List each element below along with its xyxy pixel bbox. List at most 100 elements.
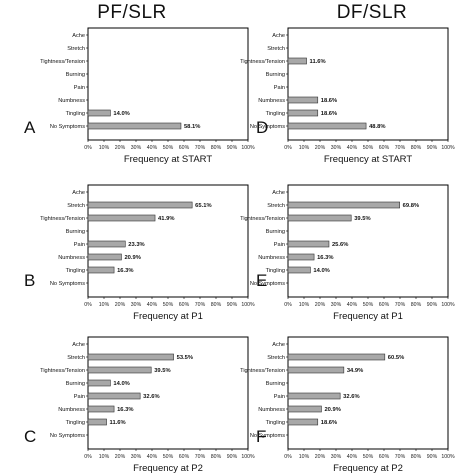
data-label: 18.6% (321, 98, 337, 104)
data-label: 60.5% (388, 355, 404, 361)
bar (287, 109, 319, 117)
category-label: Numbness (58, 255, 85, 261)
category-label: Ache (72, 33, 85, 39)
x-tick-label: 90% (227, 302, 238, 308)
bar (287, 240, 330, 248)
bar (287, 405, 322, 413)
category-label: No Symptoms (250, 124, 285, 130)
data-label: 16.3% (117, 407, 133, 413)
category-label: Tightness/Tension (40, 216, 85, 222)
x-tick-label: 40% (347, 145, 358, 151)
data-label: 41.9% (158, 216, 174, 222)
x-tick-label: 100% (441, 145, 455, 151)
category-label: Tingling (66, 111, 85, 117)
data-label: 11.6% (110, 420, 126, 426)
x-tick-label: 100% (241, 454, 255, 460)
data-label: 16.3% (317, 255, 333, 261)
chart-panel-b: Ache Stretch 65.1% Tightness/Tension 41.9% Bu… (24, 184, 255, 322)
data-label: 18.6% (321, 111, 337, 117)
category-label: Tightness/Tension (240, 59, 285, 65)
bar (87, 122, 182, 130)
bar (287, 392, 341, 400)
x-tick-label: 100% (441, 302, 455, 308)
category-label: Pain (274, 242, 285, 248)
x-tick-label: 60% (179, 302, 190, 308)
category-label: Tightness/Tension (240, 216, 285, 222)
category-label: Stretch (67, 46, 85, 52)
column-title-pf-slr: PF/SLR (97, 2, 167, 23)
panel-letter: F (256, 427, 266, 446)
x-tick-label: 90% (427, 454, 438, 460)
category-label: Tightness/Tension (40, 368, 85, 374)
x-tick-label: 70% (395, 302, 406, 308)
x-tick-label: 80% (211, 454, 222, 460)
category-label: Tingling (66, 268, 85, 274)
x-tick-label: 10% (299, 145, 310, 151)
x-tick-label: 10% (99, 454, 110, 460)
category-label: Tingling (266, 420, 285, 426)
x-tick-label: 90% (427, 302, 438, 308)
bar (87, 253, 122, 261)
x-tick-label: 40% (347, 454, 358, 460)
x-tick-label: 40% (147, 145, 158, 151)
x-tick-label: 60% (379, 454, 390, 460)
category-label: No Symptoms (50, 281, 85, 287)
x-tick-label: 20% (115, 454, 126, 460)
data-label: 16.3% (117, 268, 133, 274)
bar (287, 57, 307, 65)
x-tick-label: 10% (99, 145, 110, 151)
category-label: Stretch (67, 355, 85, 361)
x-tick-label: 90% (227, 454, 238, 460)
bar (87, 418, 107, 426)
panel-letter: D (256, 118, 268, 137)
chart-panel-c: Ache Stretch 53.5% Tightness/Tension 39.5% Bu… (24, 336, 255, 474)
x-tick-label: 80% (411, 454, 422, 460)
x-tick-label: 30% (131, 145, 142, 151)
category-label: Numbness (58, 98, 85, 104)
x-tick-label: 30% (331, 302, 342, 308)
category-label: Tightness/Tension (40, 59, 85, 65)
data-label: 14.0% (313, 268, 329, 274)
x-tick-label: 40% (147, 454, 158, 460)
x-tick-label: 30% (331, 454, 342, 460)
x-tick-label: 70% (195, 145, 206, 151)
data-label: 14.0% (113, 111, 129, 117)
category-label: No Symptoms (50, 124, 85, 130)
x-tick-label: 90% (427, 145, 438, 151)
x-tick-label: 20% (315, 145, 326, 151)
x-tick-label: 20% (315, 454, 326, 460)
bar (87, 353, 174, 361)
bar (287, 366, 345, 374)
chart-panel-f: Ache Stretch 60.5% Tightness/Tension 34.9% Bu… (240, 336, 455, 474)
data-label: 39.5% (354, 216, 370, 222)
category-label: Numbness (58, 407, 85, 413)
x-tick-label: 50% (163, 145, 174, 151)
bar (287, 214, 352, 222)
category-label: Burning (266, 229, 285, 235)
x-tick-label: 80% (411, 145, 422, 151)
panel-letter: E (256, 271, 267, 290)
category-label: Burning (66, 229, 85, 235)
x-tick-label: 0% (284, 145, 292, 151)
category-label: Ache (72, 342, 85, 348)
category-label: Numbness (258, 407, 285, 413)
bar (287, 353, 386, 361)
chart-panel-a: Ache Stretch Tightness/Tension Burning Pain N… (24, 27, 255, 165)
bar (87, 392, 141, 400)
panel-letter: B (24, 271, 35, 290)
category-label: Burning (266, 381, 285, 387)
category-label: Ache (72, 190, 85, 196)
x-tick-label: 0% (284, 302, 292, 308)
category-label: Burning (66, 72, 85, 78)
x-tick-label: 80% (411, 302, 422, 308)
x-tick-label: 30% (131, 454, 142, 460)
x-axis-label: Frequency at P1 (133, 311, 203, 322)
bar (287, 201, 400, 209)
column-title-df-slr: DF/SLR (336, 2, 408, 23)
data-label: 69.8% (403, 203, 419, 209)
category-label: Burning (266, 72, 285, 78)
x-tick-label: 10% (299, 302, 310, 308)
bar (287, 418, 319, 426)
category-label: No Symptoms (250, 281, 285, 287)
